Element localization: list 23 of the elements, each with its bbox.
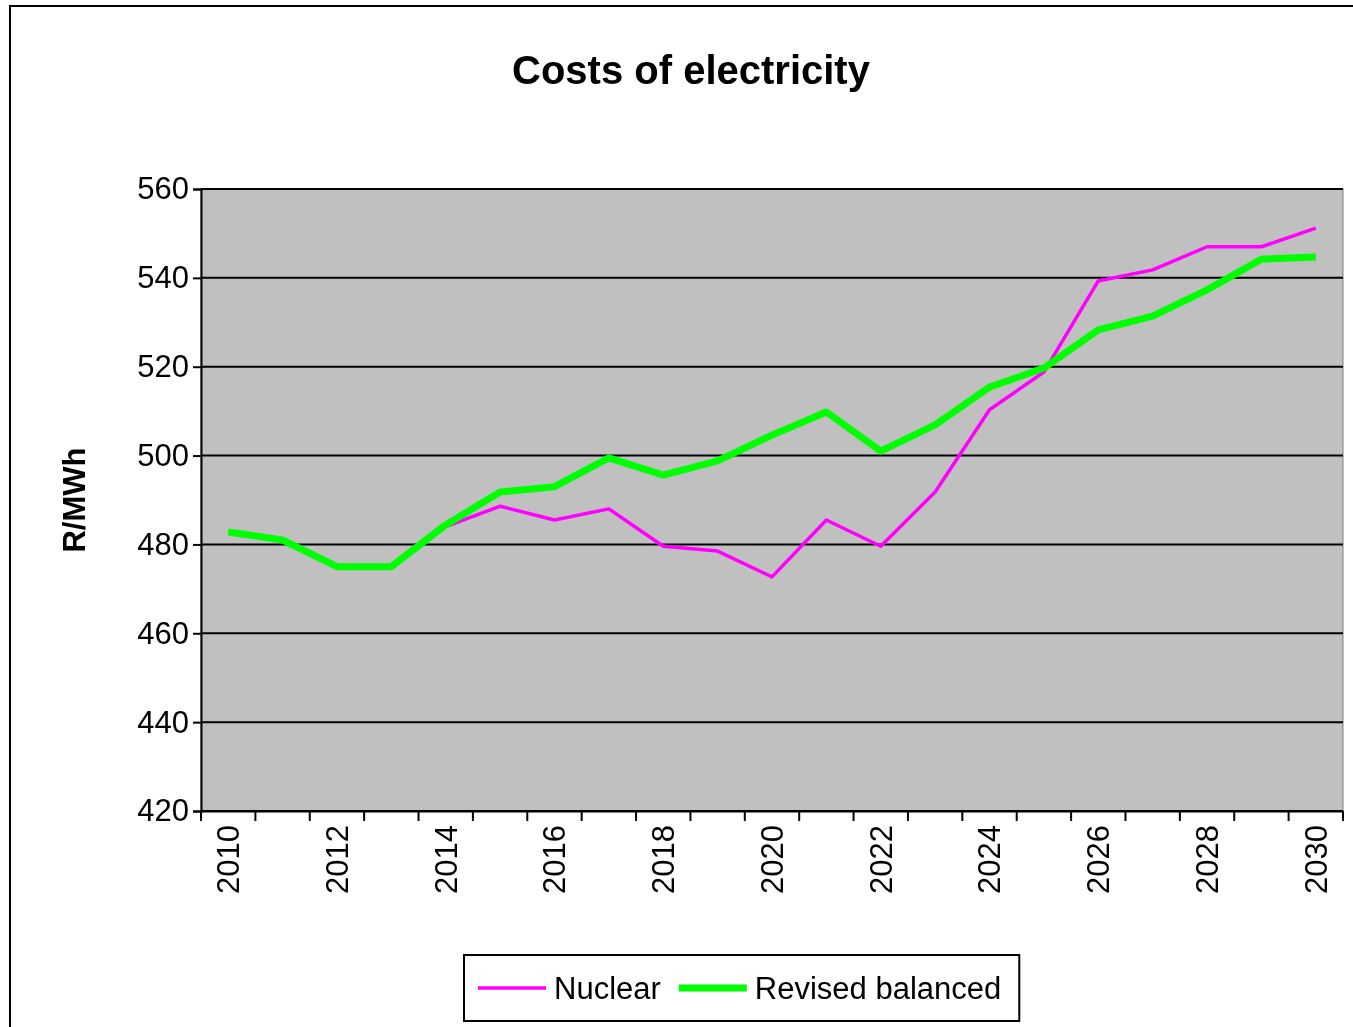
y-tick-label: 560 [137,171,189,207]
y-tick-label: 460 [137,615,189,651]
chart-title: Costs of electricity [512,48,871,92]
y-tick-label: 500 [137,437,189,473]
x-tick-label: 2010 [211,825,247,894]
legend-label: Nuclear [554,971,661,1006]
y-tick-label: 540 [137,260,189,296]
y-tick-label: 480 [137,526,189,562]
x-tick-label: 2024 [972,825,1008,894]
y-axis-title: R/MWh [57,447,92,553]
x-tick-label: 2020 [754,825,790,894]
x-tick-label: 2030 [1298,825,1334,894]
x-tick-label: 2012 [319,825,355,894]
x-tick-label: 2028 [1189,825,1225,894]
y-tick-label: 420 [137,793,189,829]
x-tick-label: 2026 [1081,825,1117,894]
x-tick-label: 2016 [537,825,573,894]
x-tick-label: 2014 [428,825,464,894]
legend-label: Revised balanced [754,971,1002,1006]
y-tick-label: 440 [137,704,189,740]
y-tick-label: 520 [137,349,189,385]
x-tick-label: 2018 [646,825,682,894]
x-tick-label: 2022 [863,825,899,894]
